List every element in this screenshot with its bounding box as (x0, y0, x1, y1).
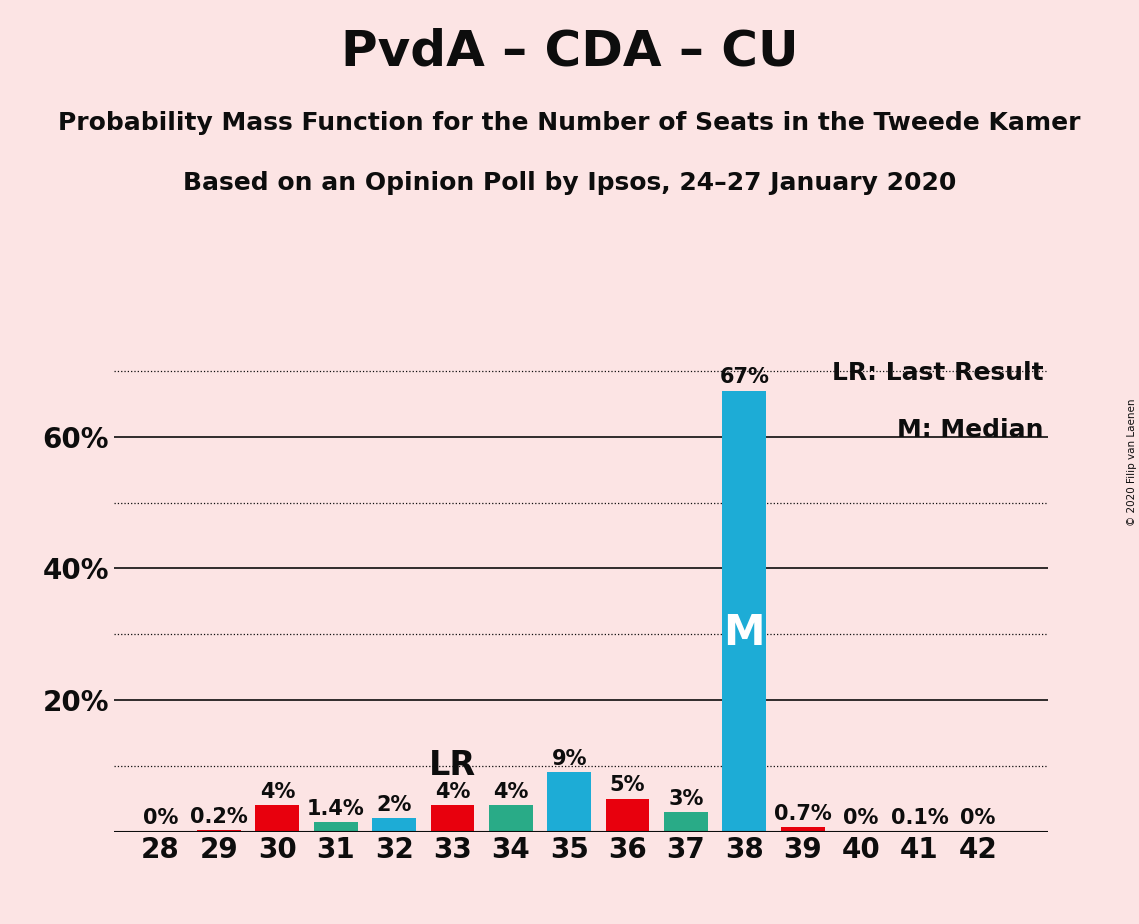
Text: 1.4%: 1.4% (306, 799, 364, 819)
Text: M: Median: M: Median (896, 419, 1043, 443)
Text: 0%: 0% (960, 808, 995, 828)
Bar (255, 806, 300, 832)
Text: PvdA – CDA – CU: PvdA – CDA – CU (341, 28, 798, 76)
Text: 4%: 4% (435, 782, 470, 802)
Bar (431, 806, 474, 832)
Text: 5%: 5% (609, 775, 646, 796)
Text: © 2020 Filip van Laenen: © 2020 Filip van Laenen (1126, 398, 1137, 526)
Text: 4%: 4% (493, 782, 528, 802)
Text: LR: LR (429, 749, 476, 783)
Text: M: M (723, 613, 765, 654)
Bar (197, 831, 240, 832)
Text: 3%: 3% (669, 788, 704, 808)
Bar (372, 819, 416, 832)
Text: 4%: 4% (260, 782, 295, 802)
Bar (548, 772, 591, 832)
Text: 0.7%: 0.7% (773, 804, 831, 823)
Text: Based on an Opinion Poll by Ipsos, 24–27 January 2020: Based on an Opinion Poll by Ipsos, 24–27… (183, 171, 956, 195)
Bar (664, 812, 707, 832)
Bar (606, 798, 649, 832)
Text: 0.1%: 0.1% (891, 808, 949, 828)
Bar (314, 822, 358, 832)
Text: 9%: 9% (551, 749, 587, 769)
Text: 0%: 0% (843, 808, 879, 828)
Text: LR: Last Result: LR: Last Result (831, 360, 1043, 384)
Text: 67%: 67% (720, 368, 769, 387)
Text: 0.2%: 0.2% (190, 807, 248, 827)
Text: 2%: 2% (376, 796, 412, 815)
Bar (722, 391, 767, 832)
Bar (489, 806, 533, 832)
Text: 0%: 0% (142, 808, 179, 828)
Bar (781, 827, 825, 832)
Text: Probability Mass Function for the Number of Seats in the Tweede Kamer: Probability Mass Function for the Number… (58, 111, 1081, 135)
